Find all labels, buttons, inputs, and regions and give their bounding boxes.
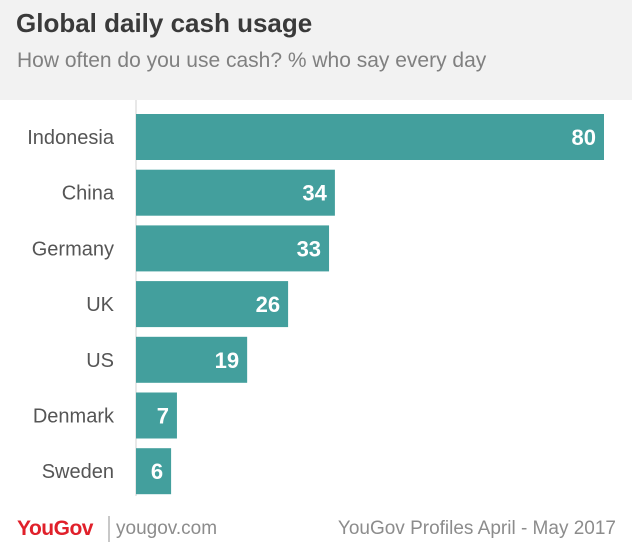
value-label-germany: 33 xyxy=(297,236,321,261)
chart-title: Global daily cash usage xyxy=(16,8,313,38)
bar-germany xyxy=(136,225,330,272)
category-label-uk: UK xyxy=(86,294,114,316)
bar-us xyxy=(136,336,248,383)
chart-footer: YouGov yougov.com YouGov Profiles April … xyxy=(0,508,632,548)
value-label-us: 19 xyxy=(215,348,239,373)
category-label-indonesia: Indonesia xyxy=(27,127,115,149)
bar-china xyxy=(136,169,335,216)
yougov-logo: YouGov xyxy=(17,517,93,540)
bar-denmark xyxy=(136,392,177,439)
value-label-indonesia: 80 xyxy=(572,125,596,150)
bar-uk xyxy=(136,281,289,328)
bar-indonesia xyxy=(136,114,604,160)
bar-chart: Indonesia 80 China 34 Germany 33 UK 26 US 19 Denma… xyxy=(27,100,604,496)
category-label-us: US xyxy=(86,350,114,372)
value-label-china: 34 xyxy=(302,181,327,206)
category-label-denmark: Denmark xyxy=(33,406,115,428)
category-label-china: China xyxy=(62,183,115,205)
value-label-denmark: 7 xyxy=(157,404,169,429)
source-note: YouGov Profiles April - May 2017 xyxy=(337,518,616,539)
category-label-sweden: Sweden xyxy=(42,461,114,483)
chart-header: Global daily cash usage How often do you… xyxy=(0,0,632,100)
value-label-sweden: 6 xyxy=(151,459,163,484)
value-label-uk: 26 xyxy=(256,292,280,317)
site-link[interactable]: yougov.com xyxy=(116,518,218,539)
category-label-germany: Germany xyxy=(32,238,114,260)
bar-sweden xyxy=(136,448,172,495)
chart-subtitle: How often do you use cash? % who say eve… xyxy=(17,49,487,72)
footer-divider xyxy=(108,516,110,542)
